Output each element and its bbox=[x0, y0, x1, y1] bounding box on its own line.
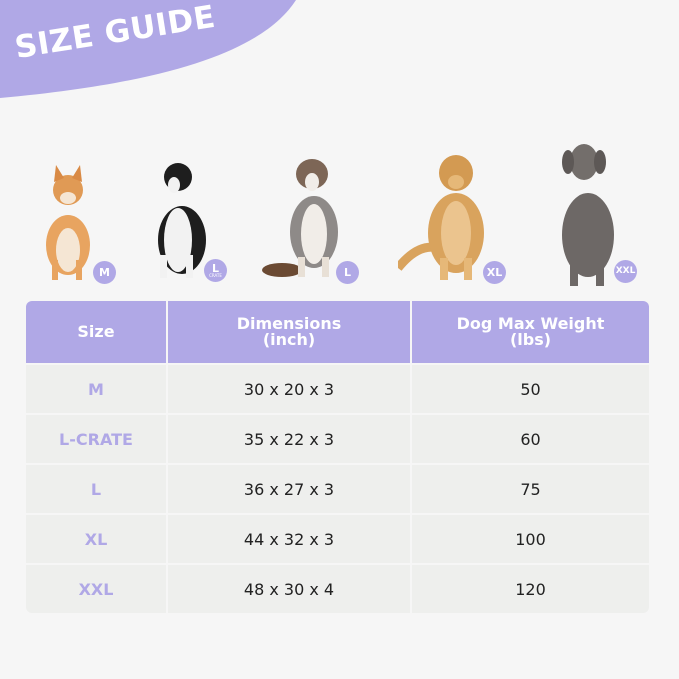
size-badge-m: M bbox=[93, 261, 116, 284]
table-header-row: Size Dimensions (inch) Dog Max Weight (lbs… bbox=[26, 301, 649, 363]
size-table: Size Dimensions (inch) Dog Max Weight (lbs… bbox=[24, 299, 651, 615]
shiba-dog-image bbox=[46, 165, 90, 280]
header-size: Size bbox=[26, 301, 166, 363]
weight-cell: 60 bbox=[412, 415, 649, 463]
title-banner bbox=[0, 0, 296, 98]
dimensions-cell: 30 x 20 x 3 bbox=[168, 365, 410, 413]
size-badge-xxl: XXL bbox=[614, 260, 637, 283]
header-max-weight: Dog Max Weight (lbs) bbox=[412, 301, 649, 363]
border-collie-dog-image bbox=[158, 163, 206, 278]
weimaraner-dog-image bbox=[562, 144, 614, 286]
header-dimensions: Dimensions (inch) bbox=[168, 301, 410, 363]
table-row: XXL 48 x 30 x 4 120 bbox=[26, 565, 649, 613]
size-badge-l-crate: L CRATE bbox=[204, 259, 227, 282]
dimensions-cell: 36 x 27 x 3 bbox=[168, 465, 410, 513]
dimensions-cell: 35 x 22 x 3 bbox=[168, 415, 410, 463]
weight-cell: 100 bbox=[412, 515, 649, 563]
table-row: L-CRATE 35 x 22 x 3 60 bbox=[26, 415, 649, 463]
table-row: L 36 x 27 x 3 75 bbox=[26, 465, 649, 513]
weight-cell: 75 bbox=[412, 465, 649, 513]
dimensions-cell: 48 x 30 x 4 bbox=[168, 565, 410, 613]
size-cell: L bbox=[26, 465, 166, 513]
size-badge-xl: XL bbox=[483, 261, 506, 284]
australian-shepherd-dog-image bbox=[262, 159, 338, 277]
weight-cell: 120 bbox=[412, 565, 649, 613]
size-cell: L-CRATE bbox=[26, 415, 166, 463]
size-badge-l: L bbox=[336, 261, 359, 284]
dimensions-cell: 44 x 32 x 3 bbox=[168, 515, 410, 563]
size-cell: M bbox=[26, 365, 166, 413]
table-row: M 30 x 20 x 3 50 bbox=[26, 365, 649, 413]
size-cell: XXL bbox=[26, 565, 166, 613]
weight-cell: 50 bbox=[412, 365, 649, 413]
golden-retriever-dog-image bbox=[398, 155, 484, 280]
table-row: XL 44 x 32 x 3 100 bbox=[26, 515, 649, 563]
size-cell: XL bbox=[26, 515, 166, 563]
